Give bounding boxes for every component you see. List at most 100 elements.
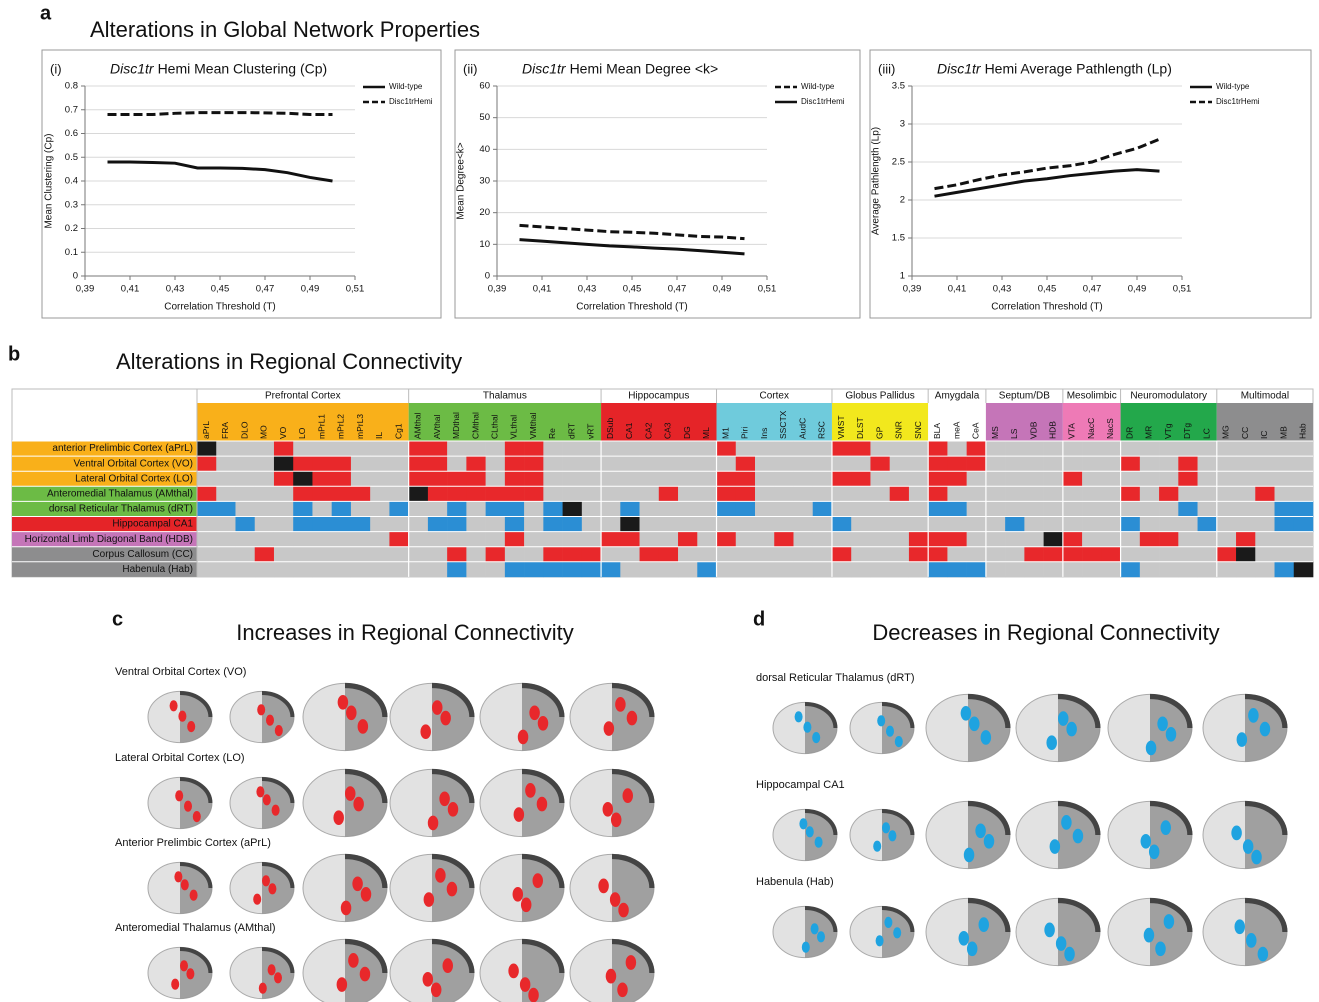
panel-letter: d	[753, 608, 765, 630]
heat-cell	[1024, 546, 1044, 563]
heat-cell	[273, 441, 294, 457]
y-tick-label: 50	[479, 112, 490, 123]
activation-spot	[1234, 919, 1245, 935]
heat-cell	[216, 531, 236, 547]
brain-cortex-band	[344, 682, 388, 718]
activation-spot	[882, 822, 890, 834]
heat-cell	[1120, 531, 1141, 547]
row-header	[12, 561, 197, 577]
brain-cortex-band	[967, 800, 1011, 836]
heat-cell	[755, 471, 775, 487]
heat-cell	[447, 546, 467, 563]
heat-cell	[197, 471, 217, 487]
heat-cell	[273, 531, 294, 547]
heat-cell	[812, 441, 833, 457]
column-label: NacS	[1105, 418, 1115, 439]
heat-cell	[197, 441, 217, 457]
heat-cell	[928, 561, 948, 578]
heat-cell	[639, 456, 660, 472]
heat-cell	[851, 456, 871, 472]
activation-spot	[427, 815, 439, 831]
activation-spot	[268, 883, 277, 895]
data-line	[934, 168, 1160, 198]
heat-cell	[216, 441, 236, 457]
heat-cell	[1255, 516, 1275, 532]
heat-cell	[1216, 501, 1237, 517]
brain-section	[925, 897, 1011, 967]
heat-cell	[1159, 546, 1179, 563]
activation-spot	[966, 941, 978, 957]
heat-cell	[504, 441, 525, 457]
activation-spot	[180, 879, 189, 891]
heat-cell	[1197, 456, 1218, 472]
brain-cortex-band	[611, 682, 655, 718]
activation-spot	[1140, 833, 1152, 849]
heat-cell	[447, 441, 467, 457]
group-label: Amygdala	[935, 391, 980, 402]
heat-cell	[350, 471, 371, 487]
heat-cell	[350, 456, 371, 472]
legend-label: Wild-type	[801, 82, 835, 91]
heat-cell	[947, 486, 967, 502]
heat-cell	[735, 516, 756, 532]
heat-cell	[774, 486, 794, 502]
heat-cell	[466, 441, 486, 457]
data-line	[934, 137, 1161, 191]
heat-cell	[331, 456, 352, 472]
heat-cell	[562, 456, 583, 472]
chart-title-italic: Disc1tr	[937, 61, 982, 77]
heat-cell	[716, 531, 737, 547]
brain-cortex-band	[179, 862, 213, 889]
heat-cell	[658, 441, 679, 457]
group-header	[831, 403, 929, 441]
column-label: GP	[874, 426, 884, 439]
column-label: CMthal	[470, 412, 480, 439]
brain-section	[1015, 800, 1101, 870]
heat-cell	[312, 561, 332, 578]
column-label: VDB	[1028, 421, 1038, 439]
column-label: mPrL3	[355, 414, 365, 439]
heat-cell	[197, 546, 217, 563]
brain-cortex-band	[179, 777, 213, 804]
brain-section	[772, 808, 838, 862]
chart-title: Hemi Mean Clustering (Cp)	[158, 61, 328, 77]
brain-section	[147, 776, 213, 830]
heat-cell	[947, 561, 967, 578]
heat-cell	[581, 546, 602, 563]
heat-cell	[1216, 441, 1237, 457]
heat-cell	[831, 561, 852, 578]
y-tick-label: 2	[900, 195, 905, 206]
heat-cell	[1005, 531, 1025, 547]
brain-hemisphere	[1058, 898, 1100, 966]
brain-cortex-band	[804, 906, 838, 933]
section-label: dorsal Reticular Thalamus (dRT)	[756, 672, 915, 684]
group-header	[408, 403, 602, 441]
brain-section	[1015, 897, 1101, 967]
column-label: HDB	[1047, 421, 1057, 439]
heat-cell	[427, 471, 448, 487]
heat-cell	[851, 546, 871, 563]
heat-cell	[1043, 501, 1064, 517]
heat-cell	[1274, 441, 1295, 457]
heat-cell	[350, 486, 371, 502]
heat-cell	[947, 546, 967, 563]
y-tick-label: 0.2	[65, 223, 78, 234]
heat-cell	[1062, 471, 1083, 487]
heat-cell	[774, 456, 794, 472]
column-label: SNR	[894, 421, 904, 439]
heat-cell	[197, 501, 217, 517]
heat-cell	[485, 546, 506, 563]
heat-cell	[1120, 516, 1141, 532]
heat-cell	[870, 561, 890, 578]
heat-cell	[1005, 501, 1025, 517]
brain-section	[147, 946, 213, 1000]
heat-cell	[235, 456, 256, 472]
column-label: DTg	[1182, 423, 1192, 439]
heat-cell	[1120, 486, 1141, 502]
heat-cell	[466, 561, 486, 578]
heat-cell	[1062, 516, 1083, 532]
heat-cell	[1062, 546, 1083, 563]
x-tick-label: 0,47	[1083, 284, 1102, 295]
brain-section	[849, 701, 915, 755]
heat-cell	[1062, 441, 1083, 457]
